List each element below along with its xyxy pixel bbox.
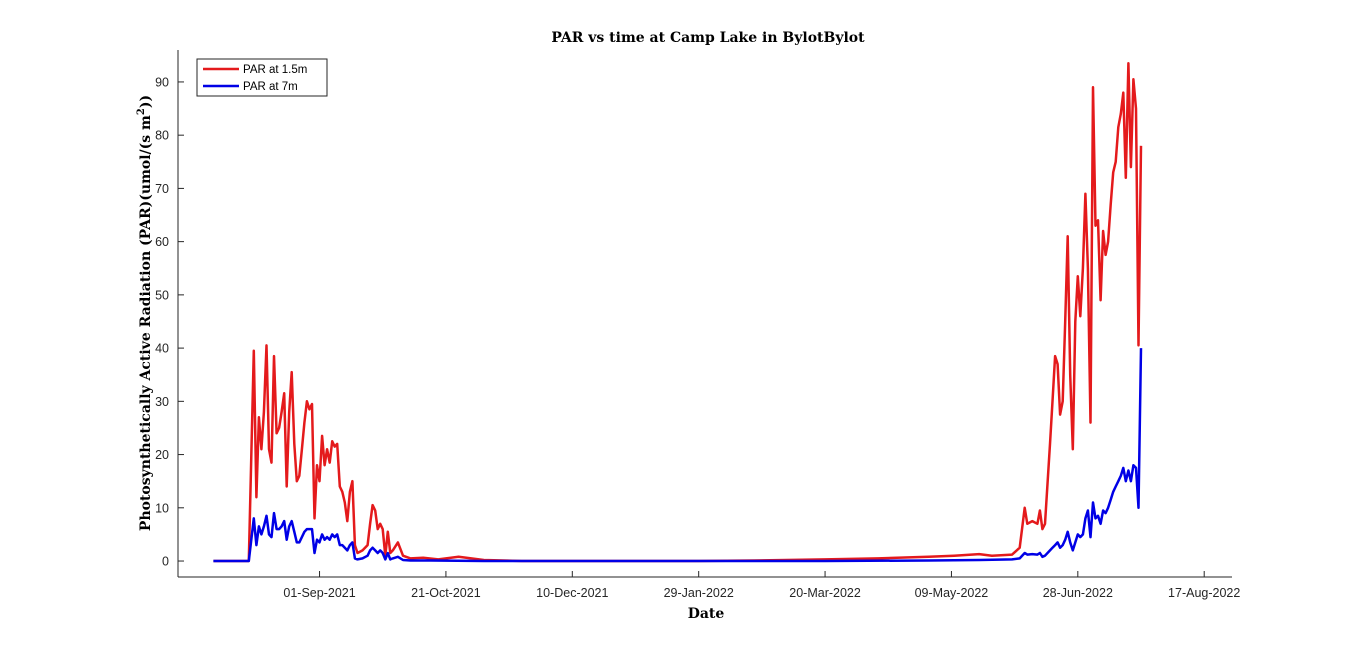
axes: [177, 50, 1232, 578]
y-tick-label: 50: [155, 288, 169, 302]
x-tick-label: 21-Oct-2021: [411, 586, 481, 600]
y-tick-label: 20: [155, 448, 169, 462]
x-tick-label: 17-Aug-2022: [1168, 586, 1240, 600]
x-axis-label: Date: [688, 606, 725, 622]
y-axis-label-end: )): [138, 95, 154, 108]
legend: PAR at 1.5m PAR at 7m: [196, 58, 328, 97]
x-tick-label: 20-Mar-2022: [789, 586, 861, 600]
chart-title: PAR vs time at Camp Lake in BylotBylot: [551, 30, 865, 46]
series-layer: [213, 62, 1143, 563]
y-tick-label: 60: [155, 235, 169, 249]
x-tick-label: 10-Dec-2021: [536, 586, 608, 600]
legend-label-1: PAR at 1.5m: [243, 64, 307, 76]
y-axis-ticks: 0 10 20 30 40 50 60 70 80 90: [155, 75, 184, 569]
y-tick-label: 10: [155, 501, 169, 515]
x-axis-ticks: 01-Sep-2021 21-Oct-2021 10-Dec-2021 29-Jan-…: [283, 571, 1240, 600]
x-tick-label: 09-May-2022: [915, 586, 989, 600]
series-line-1: [213, 62, 1143, 563]
y-tick-label: 80: [155, 129, 169, 143]
y-axis-label: Photosynthetically Active Radiation (PAR…: [136, 95, 154, 531]
y-tick-label: 90: [155, 75, 169, 89]
series-line-2: [213, 348, 1143, 563]
y-tick-label: 40: [155, 342, 169, 356]
y-tick-label: 0: [162, 555, 169, 569]
y-axis-label-main: Photosynthetically Active Radiation (PAR…: [138, 115, 154, 531]
x-tick-label: 01-Sep-2021: [283, 586, 355, 600]
x-tick-label: 29-Jan-2022: [664, 586, 734, 600]
legend-box: [196, 58, 328, 97]
y-axis-label-superscript: 2: [136, 108, 147, 115]
y-tick-label: 30: [155, 395, 169, 409]
x-tick-label: 28-Jun-2022: [1043, 586, 1113, 600]
legend-label-2: PAR at 7m: [243, 81, 298, 93]
y-tick-label: 70: [155, 182, 169, 196]
